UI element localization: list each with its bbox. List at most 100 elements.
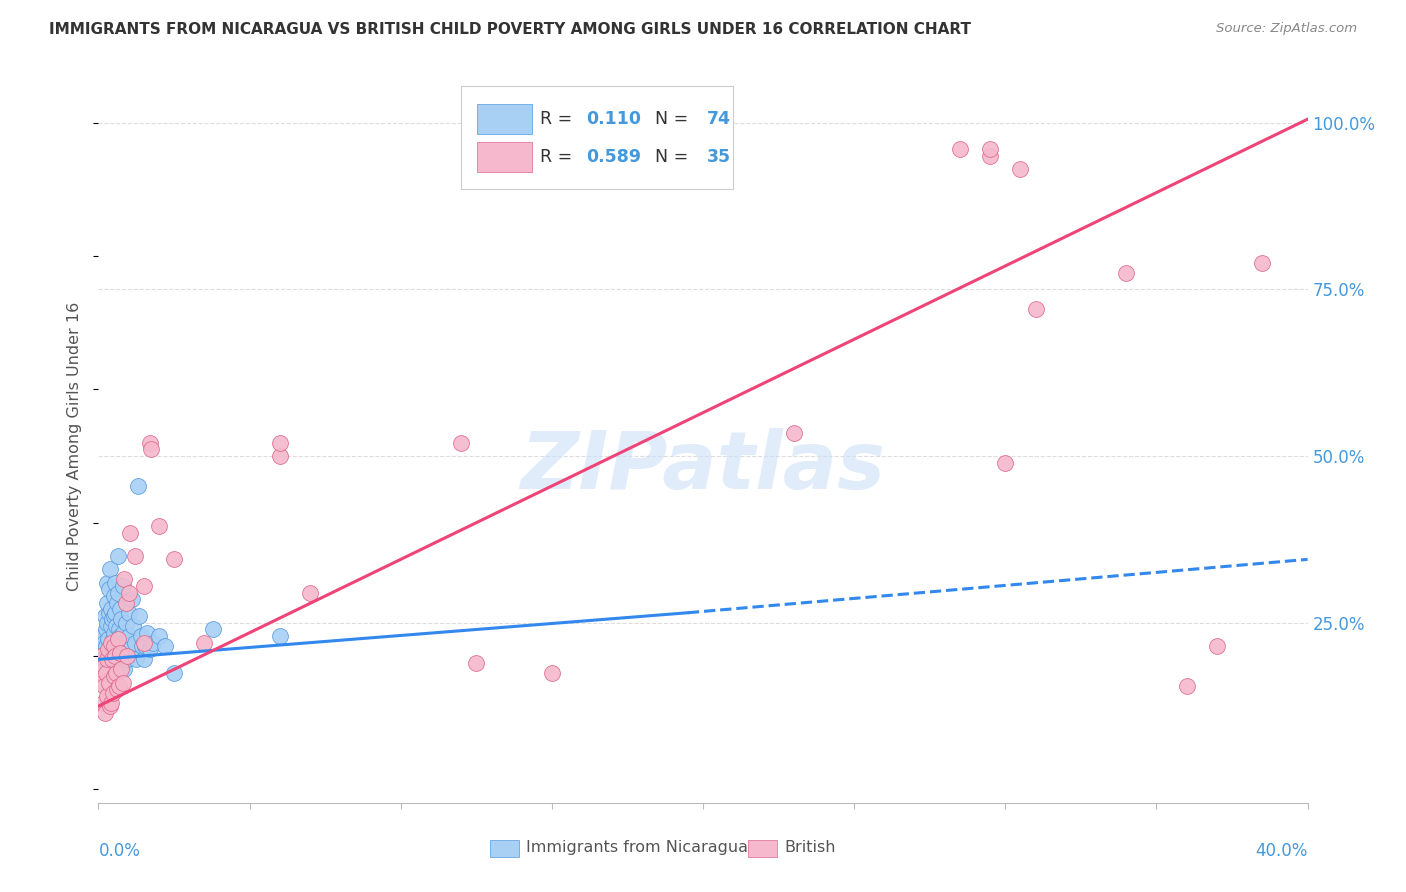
- Point: [93, 636, 115, 650]
- Point: [94, 646, 117, 660]
- Point: [94, 665, 117, 680]
- Point: [114, 596, 136, 610]
- Point: [101, 646, 124, 660]
- Point: [98, 652, 121, 666]
- FancyBboxPatch shape: [477, 104, 533, 134]
- Text: 35: 35: [707, 148, 731, 166]
- Point: [129, 629, 152, 643]
- Point: [98, 606, 121, 620]
- Point: [97, 632, 120, 647]
- Point: [132, 636, 155, 650]
- Point: [124, 636, 146, 650]
- Point: [90, 639, 112, 653]
- Point: [108, 646, 131, 660]
- Point: [153, 639, 176, 653]
- FancyBboxPatch shape: [461, 86, 734, 189]
- Point: [96, 649, 118, 664]
- Point: [94, 609, 117, 624]
- Point: [100, 652, 122, 666]
- Point: [101, 612, 124, 626]
- Point: [111, 579, 134, 593]
- Point: [120, 525, 142, 540]
- Point: [120, 642, 142, 657]
- Point: [979, 149, 1001, 163]
- Point: [1175, 679, 1198, 693]
- Point: [91, 675, 114, 690]
- Point: [121, 592, 143, 607]
- Point: [202, 623, 225, 637]
- Text: 0.110: 0.110: [586, 111, 641, 128]
- Point: [127, 479, 149, 493]
- Point: [114, 615, 136, 630]
- Text: 40.0%: 40.0%: [1256, 842, 1308, 860]
- Point: [110, 662, 132, 676]
- Point: [108, 623, 131, 637]
- Point: [979, 142, 1001, 156]
- Point: [1024, 302, 1046, 317]
- Point: [139, 642, 162, 657]
- Point: [90, 649, 112, 664]
- FancyBboxPatch shape: [477, 142, 533, 172]
- Point: [103, 639, 125, 653]
- Point: [132, 579, 155, 593]
- Point: [91, 642, 114, 657]
- Point: [1251, 255, 1274, 269]
- Point: [139, 435, 162, 450]
- Point: [108, 642, 131, 657]
- Text: 74: 74: [707, 111, 731, 128]
- Point: [115, 652, 138, 666]
- Point: [94, 639, 117, 653]
- Point: [124, 549, 146, 563]
- FancyBboxPatch shape: [748, 840, 776, 857]
- Point: [112, 662, 135, 676]
- Point: [100, 696, 122, 710]
- Point: [994, 456, 1017, 470]
- Point: [108, 629, 131, 643]
- Point: [96, 575, 118, 590]
- Text: Source: ZipAtlas.com: Source: ZipAtlas.com: [1216, 22, 1357, 36]
- Point: [193, 636, 215, 650]
- Point: [269, 435, 291, 450]
- Point: [163, 665, 186, 680]
- Point: [105, 652, 128, 666]
- Point: [299, 585, 322, 599]
- Point: [96, 689, 118, 703]
- Text: R =: R =: [540, 148, 578, 166]
- Text: N =: N =: [655, 148, 693, 166]
- Point: [98, 562, 121, 576]
- Point: [100, 602, 122, 616]
- Point: [163, 552, 186, 566]
- Point: [134, 639, 156, 653]
- Point: [98, 582, 121, 597]
- Point: [104, 665, 127, 680]
- Point: [103, 589, 125, 603]
- Text: IMMIGRANTS FROM NICARAGUA VS BRITISH CHILD POVERTY AMONG GIRLS UNDER 16 CORRELAT: IMMIGRANTS FROM NICARAGUA VS BRITISH CHI…: [49, 22, 972, 37]
- Point: [107, 585, 129, 599]
- Point: [132, 652, 155, 666]
- Text: Immigrants from Nicaragua: Immigrants from Nicaragua: [526, 839, 748, 855]
- Point: [101, 686, 124, 700]
- Point: [114, 649, 136, 664]
- Point: [98, 675, 121, 690]
- Point: [142, 636, 165, 650]
- Point: [108, 602, 131, 616]
- Text: N =: N =: [655, 111, 693, 128]
- Point: [148, 629, 170, 643]
- Point: [783, 425, 806, 440]
- Point: [114, 639, 136, 653]
- Point: [115, 649, 138, 664]
- FancyBboxPatch shape: [491, 840, 519, 857]
- Point: [91, 696, 114, 710]
- Point: [105, 636, 128, 650]
- Point: [1010, 162, 1032, 177]
- Point: [101, 652, 124, 666]
- Y-axis label: Child Poverty Among Girls Under 16: Child Poverty Among Girls Under 16: [67, 301, 83, 591]
- Point: [118, 606, 141, 620]
- Point: [105, 682, 128, 697]
- Point: [107, 549, 129, 563]
- Point: [141, 442, 163, 457]
- Point: [540, 665, 562, 680]
- Point: [118, 629, 141, 643]
- Point: [100, 636, 122, 650]
- Point: [103, 639, 125, 653]
